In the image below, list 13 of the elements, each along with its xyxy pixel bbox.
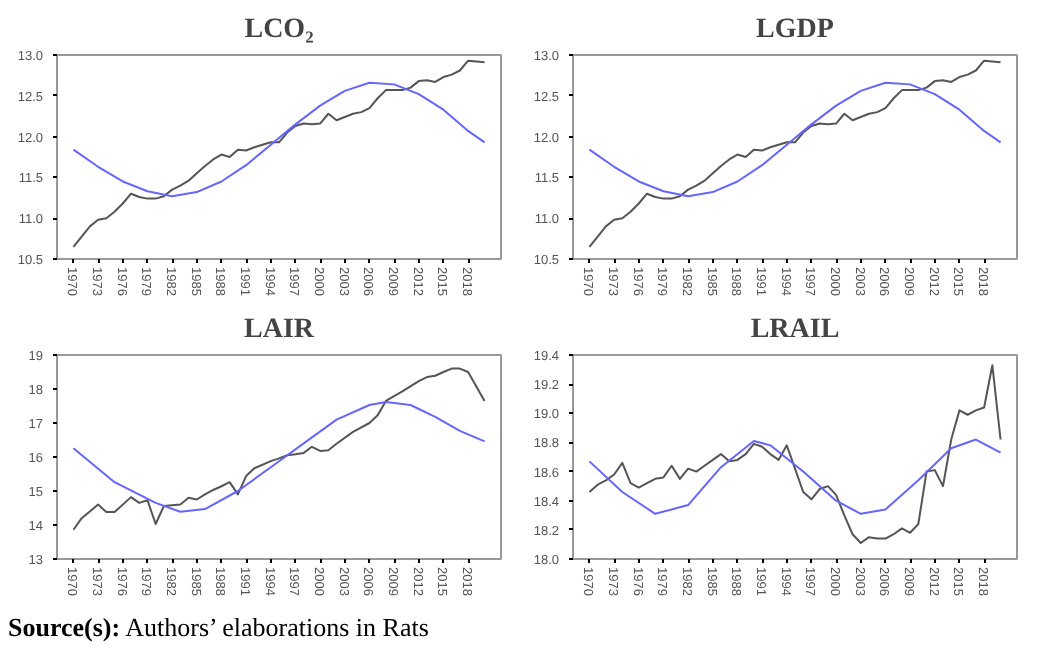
- line-series: [72, 367, 486, 531]
- chart-title: LRAIL: [750, 315, 840, 345]
- chart-title: LGDP: [756, 15, 835, 45]
- line-series: [72, 400, 486, 513]
- line-series: [72, 59, 486, 248]
- chart-title: LCO₂: [244, 15, 314, 45]
- source-note: Source(s): Authors’ elaborations in Rats: [8, 610, 429, 646]
- line-series: [588, 364, 1002, 544]
- line-series: [72, 81, 486, 198]
- chart-title: LAIR: [243, 315, 316, 345]
- line-series: [588, 81, 1002, 198]
- line-series: [588, 438, 1002, 515]
- line-series: [588, 59, 1002, 248]
